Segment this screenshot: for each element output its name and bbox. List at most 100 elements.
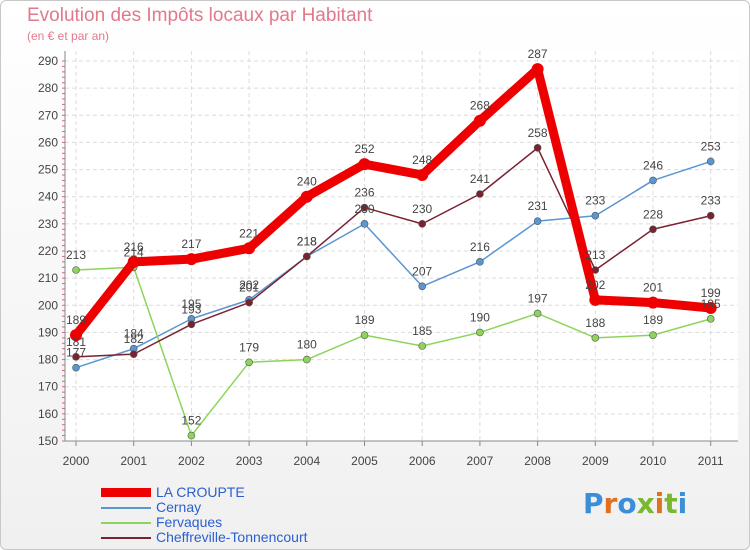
data-point	[591, 211, 600, 220]
chart-subtitle: (en € et par an)	[27, 29, 110, 43]
data-point	[589, 293, 602, 306]
series-line-cheffreville-tonnencourt	[75, 147, 712, 358]
data-label: 195	[701, 297, 721, 311]
data-point	[70, 329, 82, 342]
data-label: 221	[239, 226, 259, 240]
data-label: 182	[124, 332, 144, 346]
data-point	[476, 328, 484, 337]
data-label: 195	[181, 297, 201, 311]
data-point	[476, 258, 484, 266]
data-label: 236	[354, 186, 374, 200]
data-label: 189	[643, 313, 663, 327]
y-tick-label: 150	[38, 434, 58, 448]
data-point	[358, 158, 371, 171]
data-label: 230	[354, 202, 374, 216]
legend-swatch	[101, 536, 151, 539]
data-label: 213	[585, 248, 605, 262]
data-label: 177	[66, 346, 86, 360]
logo-letter: i	[654, 487, 665, 520]
data-label: 180	[297, 338, 317, 352]
y-tick-label: 190	[38, 325, 58, 339]
data-point	[591, 334, 600, 342]
data-point	[706, 211, 715, 220]
data-label: 268	[470, 99, 490, 113]
chart-title: Evolution des Impôts locaux par Habitant	[27, 5, 373, 26]
data-point	[245, 358, 253, 367]
data-point	[533, 309, 542, 318]
data-label: 241	[470, 172, 490, 186]
data-label: 233	[701, 194, 721, 208]
data-point	[706, 315, 715, 323]
data-label: 246	[643, 158, 663, 172]
data-point	[302, 355, 311, 364]
data-point	[245, 298, 253, 307]
x-tick-label: 2005	[351, 454, 378, 468]
data-label: 248	[412, 153, 432, 167]
data-label: 253	[701, 139, 721, 153]
data-label: 189	[66, 313, 86, 327]
data-label: 233	[585, 194, 605, 208]
x-tick-label: 2008	[524, 454, 551, 468]
data-label: 218	[297, 234, 317, 248]
legend-label: Fervaques	[156, 514, 223, 530]
x-tick-label: 2009	[582, 454, 609, 468]
data-point	[360, 203, 369, 212]
data-label: 287	[528, 47, 548, 61]
y-tick-label: 200	[38, 298, 58, 312]
data-point	[72, 266, 80, 274]
data-label: 185	[412, 324, 432, 338]
data-label: 214	[124, 245, 144, 259]
y-tick-label: 220	[38, 244, 58, 258]
logo-letter: o	[617, 487, 637, 520]
data-point	[649, 176, 657, 185]
data-point	[531, 63, 544, 76]
legend-swatch	[101, 521, 151, 524]
x-tick-label: 2010	[640, 454, 667, 468]
data-label: 252	[354, 142, 374, 156]
data-point	[533, 217, 542, 225]
series-line-la-croupte	[71, 64, 716, 340]
data-point	[360, 220, 369, 228]
data-label: 201	[643, 281, 663, 295]
data-label: 213	[66, 248, 86, 262]
data-point	[416, 169, 429, 181]
data-point	[129, 350, 138, 358]
logo-letter: t	[664, 487, 678, 520]
logo-letter: r	[603, 487, 618, 520]
data-point	[649, 331, 657, 339]
data-point	[243, 242, 256, 255]
data-point	[418, 282, 427, 291]
data-point	[706, 157, 715, 166]
data-point	[72, 363, 80, 372]
data-label: 240	[297, 175, 317, 189]
data-label: 188	[585, 316, 605, 330]
data-label: 230	[412, 202, 432, 216]
data-label: 216	[470, 240, 490, 254]
legend-label: Cheffreville-Tonnencourt	[156, 529, 308, 545]
series-line-cernay	[75, 160, 712, 369]
y-tick-label: 280	[38, 81, 58, 95]
data-point	[647, 296, 659, 309]
data-label: 190	[470, 310, 490, 324]
x-tick-label: 2001	[120, 454, 147, 468]
x-tick-label: 2003	[236, 454, 263, 468]
data-label: 189	[354, 313, 374, 327]
legend-label: LA CROUPTE	[156, 484, 245, 500]
data-point	[185, 253, 198, 266]
logo-letter: i	[677, 487, 688, 520]
data-label: 202	[585, 278, 605, 292]
y-tick-label: 270	[38, 108, 58, 122]
data-point	[300, 190, 313, 203]
data-label: 202	[239, 278, 259, 292]
logo-letter: P	[583, 487, 604, 520]
x-tick-label: 2007	[467, 454, 494, 468]
y-tick-label: 180	[38, 353, 58, 367]
data-point	[476, 190, 484, 198]
y-tick-label: 290	[38, 54, 58, 68]
series-line-fervaques	[75, 266, 712, 437]
y-tick-label: 170	[38, 380, 58, 394]
proxiti-logo: Proxiti	[583, 487, 687, 520]
x-tick-label: 2004	[293, 454, 320, 468]
data-point	[360, 331, 369, 339]
